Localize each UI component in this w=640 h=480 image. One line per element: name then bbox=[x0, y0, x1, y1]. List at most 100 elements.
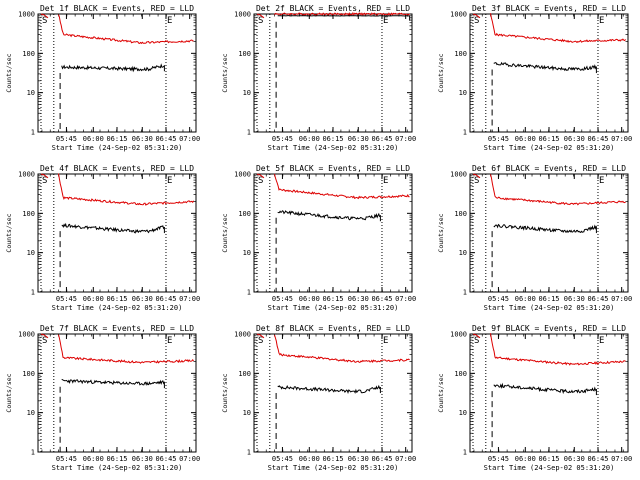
y-tick-label: 1 bbox=[31, 449, 35, 457]
x-tick-label: 06:15 bbox=[538, 295, 559, 303]
chart-title: Det 8f BLACK = Events, RED = LLD bbox=[256, 324, 410, 333]
x-tick-label: 05:45 bbox=[56, 135, 77, 143]
x-tick-label: 06:30 bbox=[348, 135, 369, 143]
x-tick-label: 06:00 bbox=[83, 295, 104, 303]
x-axis-label: Start Time (24-Sep-02 05:31:20) bbox=[484, 304, 615, 312]
y-tick-label: 1000 bbox=[18, 171, 35, 179]
x-tick-label: 07:00 bbox=[179, 135, 200, 143]
series-lld-spike bbox=[40, 173, 49, 179]
y-tick-label: 1000 bbox=[234, 331, 251, 339]
plot-frame bbox=[37, 13, 197, 133]
x-tick-label: 07:00 bbox=[179, 295, 200, 303]
panel-det-9: Det 9f BLACK = Events, RED = LLD Counts/s… bbox=[437, 324, 632, 472]
series-lld bbox=[274, 334, 410, 364]
y-axis-label: Counts/sec bbox=[5, 53, 13, 92]
chart-title: Det 7f BLACK = Events, RED = LLD bbox=[40, 324, 194, 333]
x-tick-label: 06:15 bbox=[106, 455, 127, 463]
panel-det-6: Det 6f BLACK = Events, RED = LLD Counts/s… bbox=[437, 164, 632, 312]
x-tick-label: 05:45 bbox=[488, 455, 509, 463]
series-lld bbox=[490, 174, 626, 206]
end-marker-label: E bbox=[383, 336, 388, 346]
y-tick-label: 1000 bbox=[450, 171, 467, 179]
y-tick-label: 100 bbox=[454, 50, 467, 58]
x-tick-label: 07:00 bbox=[395, 455, 416, 463]
series-lld bbox=[58, 173, 195, 206]
x-tick-label: 07:00 bbox=[395, 135, 416, 143]
chart-title: Det 5f BLACK = Events, RED = LLD bbox=[256, 164, 410, 173]
y-tick-label: 100 bbox=[454, 210, 467, 218]
plot-frame bbox=[253, 333, 413, 453]
x-tick-label: 06:45 bbox=[371, 295, 392, 303]
series-lld-spike bbox=[40, 13, 49, 19]
plot-frame bbox=[253, 13, 413, 133]
x-tick-label: 06:15 bbox=[322, 135, 343, 143]
panel-det-7: Det 7f BLACK = Events, RED = LLD Counts/s… bbox=[5, 324, 200, 472]
x-tick-label: 06:45 bbox=[155, 295, 176, 303]
y-tick-label: 10 bbox=[243, 409, 251, 417]
x-tick-label: 06:30 bbox=[132, 455, 153, 463]
x-tick-label: 06:00 bbox=[299, 135, 320, 143]
y-tick-label: 1000 bbox=[18, 331, 35, 339]
chart-title: Det 4f BLACK = Events, RED = LLD bbox=[40, 164, 194, 173]
x-tick-label: 07:00 bbox=[395, 295, 416, 303]
end-marker-label: E bbox=[167, 16, 172, 26]
x-tick-label: 05:45 bbox=[56, 455, 77, 463]
y-tick-label: 100 bbox=[22, 210, 35, 218]
x-tick-label: 05:45 bbox=[488, 295, 509, 303]
series-lld bbox=[490, 13, 626, 44]
x-axis-label: Start Time (24-Sep-02 05:31:20) bbox=[484, 144, 615, 152]
start-marker-label: S bbox=[258, 176, 263, 186]
end-marker-label: E bbox=[383, 16, 388, 26]
series-lld bbox=[58, 334, 194, 364]
x-tick-label: 06:30 bbox=[348, 455, 369, 463]
y-tick-label: 10 bbox=[243, 89, 251, 97]
y-tick-label: 100 bbox=[238, 210, 251, 218]
y-tick-label: 1000 bbox=[450, 331, 467, 339]
x-axis-label: Start Time (24-Sep-02 05:31:20) bbox=[52, 144, 183, 152]
x-tick-label: 07:00 bbox=[179, 455, 200, 463]
y-tick-label: 10 bbox=[243, 249, 251, 257]
series-lld bbox=[274, 173, 410, 200]
x-axis-label: Start Time (24-Sep-02 05:31:20) bbox=[484, 464, 615, 472]
y-axis-label: Counts/sec bbox=[5, 373, 13, 412]
y-axis-label: Counts/sec bbox=[5, 213, 13, 252]
chart-title: Det 3f BLACK = Events, RED = LLD bbox=[472, 4, 626, 13]
x-tick-label: 06:00 bbox=[299, 455, 320, 463]
y-tick-label: 100 bbox=[22, 370, 35, 378]
end-marker-label: E bbox=[383, 176, 388, 186]
end-marker-label: E bbox=[599, 336, 604, 346]
start-marker-label: S bbox=[474, 176, 479, 186]
x-tick-label: 06:45 bbox=[155, 135, 176, 143]
series-lld-spike bbox=[472, 13, 481, 19]
series-lld-spike bbox=[256, 333, 265, 339]
y-axis-label: Counts/sec bbox=[437, 213, 445, 252]
x-tick-label: 06:45 bbox=[371, 135, 392, 143]
y-axis-label: Counts/sec bbox=[221, 373, 229, 412]
start-marker-label: S bbox=[42, 16, 47, 26]
y-axis-label: Counts/sec bbox=[221, 53, 229, 92]
x-tick-label: 06:45 bbox=[587, 135, 608, 143]
x-axis-label: Start Time (24-Sep-02 05:31:20) bbox=[268, 144, 399, 152]
x-tick-label: 06:15 bbox=[538, 135, 559, 143]
y-tick-label: 1 bbox=[247, 289, 251, 297]
series-lld bbox=[274, 11, 410, 16]
start-marker-label: S bbox=[258, 336, 263, 346]
series-events bbox=[277, 384, 381, 395]
start-marker-label: S bbox=[474, 16, 479, 26]
x-tick-label: 06:30 bbox=[132, 135, 153, 143]
x-axis-label: Start Time (24-Sep-02 05:31:20) bbox=[52, 464, 183, 472]
series-events bbox=[61, 222, 165, 234]
x-tick-label: 05:45 bbox=[488, 135, 509, 143]
panel-det-1: Det 1f BLACK = Events, RED = LLD Counts/s… bbox=[5, 4, 200, 152]
chart-title: Det 2f BLACK = Events, RED = LLD bbox=[256, 4, 410, 13]
y-tick-label: 10 bbox=[27, 89, 35, 97]
series-lld-spike bbox=[40, 333, 49, 339]
end-marker-label: E bbox=[599, 176, 604, 186]
end-marker-label: E bbox=[599, 16, 604, 26]
y-tick-label: 1 bbox=[31, 129, 35, 137]
x-tick-label: 06:30 bbox=[564, 295, 585, 303]
series-events bbox=[493, 382, 597, 395]
y-axis-label: Counts/sec bbox=[437, 53, 445, 92]
x-tick-label: 06:45 bbox=[371, 455, 392, 463]
